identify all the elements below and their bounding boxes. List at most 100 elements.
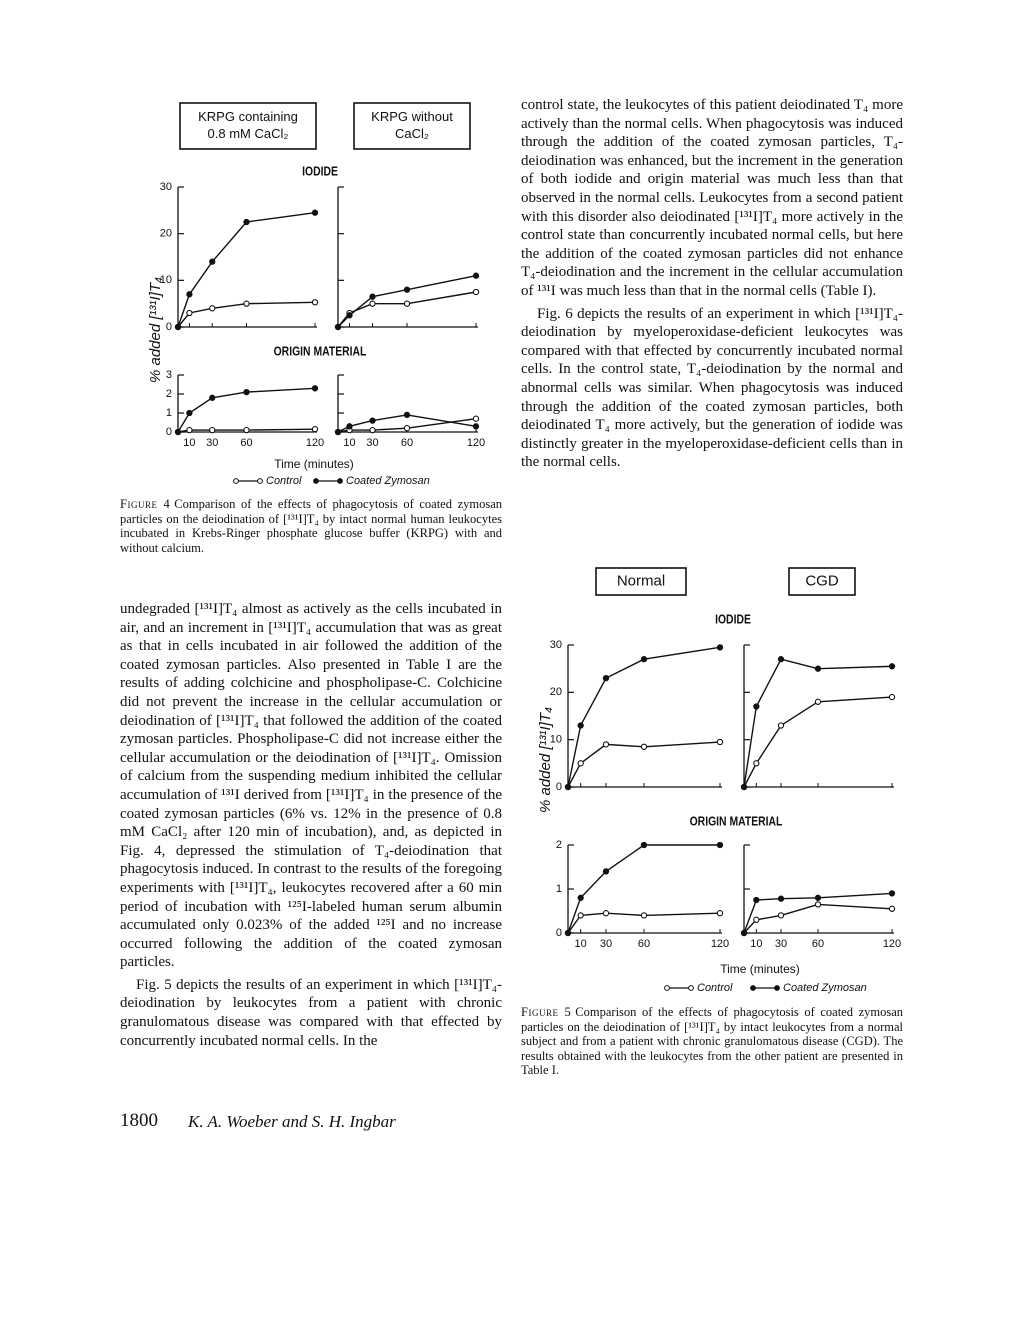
- data-point: [753, 703, 760, 710]
- data-point: [369, 426, 376, 434]
- data-point: [740, 929, 748, 937]
- data-point: [369, 293, 376, 300]
- legend-marker: [750, 985, 756, 991]
- y-tick-label: 0: [166, 426, 172, 438]
- data-point: [888, 890, 896, 897]
- x-axis-label: Time (minutes): [274, 457, 354, 471]
- y-tick-label: 20: [160, 228, 172, 240]
- data-point: [640, 912, 648, 919]
- series-line: [337, 291, 477, 328]
- legend-marker: [313, 478, 319, 484]
- data-point: [716, 910, 724, 917]
- data-point: [640, 656, 648, 663]
- data-point: [753, 896, 760, 904]
- data-point: [716, 841, 724, 849]
- box-label: CaCl₂: [395, 126, 429, 141]
- data-point: [209, 394, 216, 401]
- data-point: [753, 916, 760, 923]
- data-point: [777, 722, 785, 729]
- y-tick-label: 30: [550, 639, 562, 651]
- x-tick-label: 30: [600, 938, 612, 950]
- data-point: [186, 309, 193, 317]
- legend-marker: [233, 478, 239, 484]
- y-tick-label: 1: [556, 883, 562, 895]
- y-tick-label: 0: [166, 321, 172, 333]
- data-point: [577, 912, 584, 919]
- data-point: [369, 300, 376, 307]
- data-point: [640, 841, 648, 849]
- legend-label: Coated Zymosan: [346, 475, 430, 487]
- data-point: [311, 209, 319, 216]
- data-point: [602, 741, 610, 748]
- paragraph: control state, the leukocytes of this pa…: [521, 97, 903, 299]
- data-point: [472, 288, 480, 296]
- data-point: [346, 423, 353, 430]
- label-box: [595, 567, 687, 596]
- data-point: [602, 910, 610, 917]
- data-point: [777, 912, 785, 919]
- y-axis-label: % added [¹³¹I]T₄: [147, 277, 164, 383]
- data-point: [716, 644, 724, 651]
- data-point: [403, 286, 411, 293]
- data-point: [403, 300, 411, 307]
- box-label: KRPG without: [371, 109, 453, 124]
- box-label: 0.8 mM CaCl₂: [208, 126, 289, 141]
- x-tick-label: 10: [575, 938, 587, 950]
- data-point: [311, 425, 319, 433]
- x-tick-label: 30: [775, 938, 787, 950]
- data-point: [243, 426, 250, 434]
- x-axis-label: Time (minutes): [720, 962, 800, 976]
- series-line: [743, 696, 893, 788]
- box-label: CGD: [805, 572, 839, 589]
- data-point: [311, 385, 319, 392]
- x-tick-label: 60: [812, 938, 824, 950]
- data-point: [243, 300, 250, 307]
- data-point: [174, 428, 182, 436]
- page-number: 1800: [120, 1110, 158, 1131]
- data-point: [174, 323, 182, 331]
- data-point: [814, 901, 822, 908]
- data-point: [577, 722, 584, 729]
- y-tick-label: 2: [166, 388, 172, 400]
- data-point: [334, 428, 342, 436]
- data-point: [640, 743, 648, 750]
- series-line: [567, 646, 721, 788]
- data-point: [814, 665, 822, 672]
- legend-marker: [257, 478, 263, 484]
- data-point: [577, 760, 584, 767]
- data-point: [716, 738, 724, 746]
- paragraph: undegraded [¹³¹I]T₄ almost as actively a…: [120, 601, 502, 971]
- panel-title: ORIGIN MATERIAL: [274, 344, 367, 358]
- series-line: [743, 658, 893, 788]
- y-tick-label: 0: [556, 781, 562, 793]
- y-tick-label: 20: [550, 686, 562, 698]
- y-tick-label: 30: [160, 181, 172, 193]
- x-tick-label: 120: [883, 938, 901, 950]
- data-point: [209, 305, 216, 312]
- legend-label: Control: [266, 475, 302, 487]
- data-point: [753, 760, 760, 767]
- data-point: [472, 272, 480, 279]
- paragraph: Fig. 5 depicts the results of an experim…: [120, 976, 502, 1049]
- data-point: [209, 258, 216, 265]
- data-point: [186, 426, 193, 434]
- data-point: [602, 674, 610, 682]
- data-point: [814, 698, 822, 705]
- left-column: undegraded [¹³¹I]T₄ almost as actively a…: [120, 600, 502, 1054]
- caption-label: Figure 4: [120, 497, 171, 511]
- data-point: [888, 693, 896, 701]
- data-point: [564, 929, 572, 937]
- x-tick-label: 60: [401, 437, 413, 449]
- x-tick-label: 10: [750, 938, 762, 950]
- box-label: KRPG containing: [198, 109, 298, 124]
- data-point: [888, 905, 896, 912]
- data-point: [243, 218, 250, 226]
- series-line: [743, 903, 893, 934]
- data-point: [472, 423, 480, 430]
- data-point: [472, 415, 480, 422]
- data-point: [602, 868, 610, 875]
- x-tick-label: 120: [711, 938, 729, 950]
- data-point: [186, 409, 193, 417]
